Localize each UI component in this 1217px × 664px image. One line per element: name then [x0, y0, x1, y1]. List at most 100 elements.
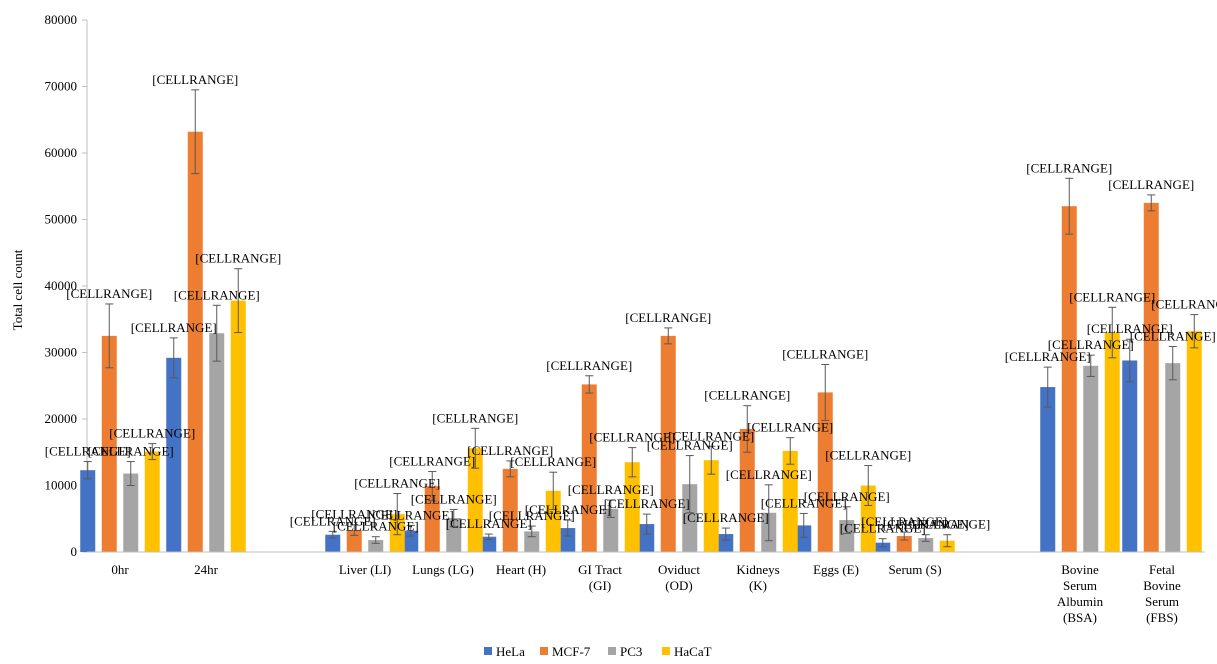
data-label: [CELLRANGE] — [904, 517, 990, 532]
bar-mcf-7 — [424, 486, 440, 552]
data-label: [CELLRANGE] — [195, 251, 281, 266]
bars — [80, 131, 1202, 552]
category-label: Lungs (LG) — [412, 562, 474, 577]
data-label: [CELLRANGE] — [625, 310, 711, 325]
data-label: [CELLRANGE] — [668, 428, 754, 443]
y-tick-label: 20000 — [45, 411, 78, 426]
data-label: [CELLRANGE] — [510, 454, 596, 469]
bar-pc3 — [1165, 363, 1181, 552]
data-label: [CELLRANGE] — [840, 521, 926, 536]
legend-label-pc3: PC3 — [620, 644, 642, 659]
category-label: GI Tract (GI) — [578, 562, 622, 593]
category-label-line: Serum — [1063, 578, 1097, 593]
data-labels: [CELLRANGE][CELLRANGE][CELLRANGE][CELLRA… — [45, 72, 1217, 536]
bar-hela — [481, 536, 497, 552]
bar-hela — [80, 470, 96, 552]
category-label: Fetal Bovine Serum (FBS) — [1143, 562, 1181, 625]
data-label: [CELLRANGE] — [825, 448, 911, 463]
bar-mcf-7 — [660, 335, 676, 552]
bar-mcf-7 — [1061, 206, 1077, 552]
bar-hacat — [782, 450, 798, 552]
data-label: [CELLRANGE] — [88, 444, 174, 459]
category-label-line: Oviduct — [658, 562, 700, 577]
bar-hela — [560, 528, 576, 552]
bar-hacat — [624, 462, 640, 552]
category-label-line: Kidneys — [736, 562, 779, 577]
data-label: [CELLRANGE] — [174, 287, 260, 302]
bar-hela — [166, 357, 182, 552]
bar-hela — [718, 534, 734, 552]
category-label-line: Bovine — [1143, 578, 1181, 593]
data-label: [CELLRANGE] — [568, 482, 654, 497]
category-label-line: (K) — [749, 578, 767, 593]
data-label: [CELLRANGE] — [311, 507, 397, 522]
data-label: [CELLRANGE] — [1130, 329, 1216, 344]
category-label: Kidneys (K) — [736, 562, 779, 593]
data-label: [CELLRANGE] — [726, 467, 812, 482]
category-label-line: (OD) — [665, 578, 692, 593]
data-label: [CELLRANGE] — [66, 286, 152, 301]
data-label: [CELLRANGE] — [761, 495, 847, 510]
category-label: 24hr — [194, 562, 219, 577]
category-label: Liver (LI) — [339, 562, 391, 577]
legend-swatch-pc3 — [608, 647, 616, 655]
data-label: [CELLRANGE] — [525, 502, 611, 517]
data-label: [CELLRANGE] — [589, 430, 675, 445]
data-label: [CELLRANGE] — [604, 496, 690, 511]
legend-swatch-mcf-7 — [540, 647, 548, 655]
data-label: [CELLRANGE] — [152, 72, 238, 87]
category-label-line: Liver (LI) — [339, 562, 391, 577]
data-label: [CELLRANGE] — [446, 516, 532, 531]
category-label-line: (FBS) — [1146, 610, 1178, 625]
category-label-line: Heart (H) — [496, 562, 546, 577]
data-label: [CELLRANGE] — [1108, 177, 1194, 192]
data-label: [CELLRANGE] — [1069, 289, 1155, 304]
bar-mcf-7 — [502, 468, 518, 552]
bar-hacat — [860, 485, 876, 552]
data-label: [CELLRANGE] — [804, 489, 890, 504]
bar-pc3 — [209, 333, 225, 552]
bar-pc3 — [368, 540, 384, 552]
category-label-line: Fetal — [1149, 562, 1175, 577]
bar-hacat — [1186, 331, 1202, 552]
data-label: [CELLRANGE] — [704, 388, 790, 403]
data-label: [CELLRANGE] — [747, 420, 833, 435]
category-label-line: Serum — [1145, 594, 1179, 609]
error-bars — [83, 89, 1199, 548]
bar-hacat — [1104, 332, 1120, 552]
y-tick-label: 30000 — [45, 345, 78, 360]
data-label: [CELLRANGE] — [782, 346, 868, 361]
data-label: [CELLRANGE] — [333, 519, 419, 534]
category-label: Heart (H) — [496, 562, 546, 577]
y-axis-title: Total cell count — [10, 249, 25, 330]
legend-label-mcf-7: MCF-7 — [552, 644, 591, 659]
category-label-line: Eggs (E) — [813, 562, 859, 577]
data-label: [CELLRANGE] — [368, 507, 454, 522]
bar-pc3 — [603, 508, 619, 552]
data-label: [CELLRANGE] — [1048, 337, 1134, 352]
category-label-line: (BSA) — [1063, 610, 1097, 625]
bar-hacat — [230, 300, 246, 552]
bar-mcf-7 — [739, 428, 755, 552]
category-label-line: 0hr — [111, 562, 129, 577]
data-label: [CELLRANGE] — [109, 426, 195, 441]
data-label: [CELLRANGE] — [290, 513, 376, 528]
y-tick-label: 60000 — [45, 145, 78, 160]
data-label: [CELLRANGE] — [389, 454, 475, 469]
category-label: 0hr — [111, 562, 129, 577]
bar-hacat — [467, 448, 483, 552]
bar-hela — [1122, 360, 1138, 552]
data-label: [CELLRANGE] — [861, 514, 947, 529]
bar-mcf-7 — [1143, 202, 1159, 552]
bar-pc3 — [682, 484, 698, 552]
y-tick-label: 0 — [71, 544, 78, 559]
bar-hela — [796, 525, 812, 552]
data-label: [CELLRANGE] — [432, 410, 518, 425]
category-label-line: Bovine — [1061, 562, 1099, 577]
data-label: [CELLRANGE] — [683, 510, 769, 525]
data-label: [CELLRANGE] — [467, 443, 553, 458]
bar-mcf-7 — [187, 131, 203, 552]
data-label: [CELLRANGE] — [1026, 160, 1112, 175]
data-label: [CELLRANGE] — [489, 508, 575, 523]
